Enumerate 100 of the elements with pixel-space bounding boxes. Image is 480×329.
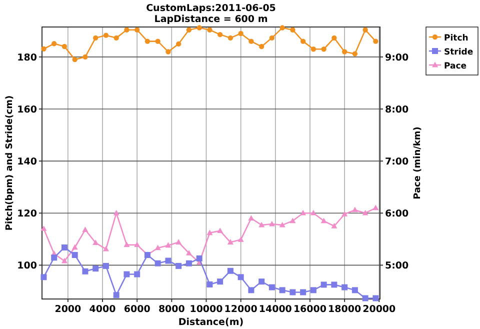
point <box>352 287 358 294</box>
point <box>176 262 182 269</box>
point <box>310 210 316 216</box>
point <box>352 206 358 212</box>
point <box>61 258 68 264</box>
point <box>320 282 327 288</box>
point <box>227 268 234 274</box>
point <box>321 46 326 52</box>
point <box>113 292 120 298</box>
x-tick-label: 10000 <box>190 304 224 315</box>
point <box>217 32 223 38</box>
point <box>207 27 212 32</box>
point <box>228 35 234 41</box>
point <box>310 46 316 52</box>
point <box>82 268 88 274</box>
chart-title: CustomLaps:2011-06-05 <box>146 3 276 14</box>
x-axis-title: Distance(m) <box>178 317 244 328</box>
y-tick-label: 120 <box>17 208 38 220</box>
point <box>258 278 265 285</box>
point <box>72 252 78 258</box>
point <box>62 44 68 50</box>
x-tick-label: 16000 <box>293 304 327 315</box>
point <box>269 35 275 41</box>
x-tick-label: 2000 <box>54 304 82 315</box>
point <box>166 49 171 54</box>
y2-tick-label: 5:00 <box>385 260 410 272</box>
point <box>238 274 244 280</box>
point <box>248 287 254 294</box>
point <box>196 255 202 262</box>
point <box>206 230 213 236</box>
y2-tick-label: 6:00 <box>385 208 410 220</box>
point <box>362 295 368 302</box>
point <box>40 226 47 231</box>
x-tick-label: 18000 <box>328 304 362 315</box>
point <box>155 38 160 44</box>
point <box>310 287 316 294</box>
point <box>41 46 46 52</box>
x-tick-label: 6000 <box>124 304 151 315</box>
point <box>268 284 275 290</box>
point <box>238 236 244 242</box>
y-axis-title: Pitch(bpm) and Stride(cm) <box>5 95 15 231</box>
point <box>258 44 264 50</box>
point <box>176 41 182 47</box>
y-tick-label: 160 <box>17 104 38 116</box>
y-tick-label: 180 <box>17 52 38 64</box>
point <box>165 242 172 248</box>
legend-label: Pace <box>444 62 467 72</box>
point <box>331 222 338 228</box>
x-tick-label: 14000 <box>258 304 292 315</box>
point <box>144 38 150 44</box>
point <box>102 262 109 269</box>
point <box>217 228 224 234</box>
x-tick-label: 12000 <box>224 304 258 315</box>
point <box>165 258 172 264</box>
x-tick-label: 20000 <box>362 304 396 315</box>
point <box>124 242 130 248</box>
point <box>124 271 130 278</box>
x-tick-label: 4000 <box>89 304 116 315</box>
y2-axis-title: Pace (min/km) <box>413 126 423 200</box>
point <box>52 41 57 46</box>
point <box>114 35 119 41</box>
point <box>332 35 337 41</box>
chart-subtitle: LapDistance = 600 m <box>154 14 268 25</box>
legend-label: Pitch <box>444 34 468 44</box>
point <box>186 260 192 266</box>
point <box>82 226 88 232</box>
point <box>300 289 306 296</box>
point <box>362 210 368 216</box>
point <box>92 266 99 272</box>
point <box>258 222 265 228</box>
point <box>373 38 378 44</box>
point <box>113 210 120 216</box>
point <box>134 27 140 32</box>
point <box>103 32 109 38</box>
point <box>320 218 327 224</box>
point <box>217 278 224 285</box>
y-tick-label: 100 <box>17 260 38 272</box>
point <box>51 254 58 261</box>
point <box>290 289 296 296</box>
legend-label: Stride <box>444 48 474 58</box>
point <box>72 56 78 62</box>
point <box>279 287 286 294</box>
point <box>92 35 98 41</box>
point <box>280 25 285 30</box>
point <box>290 218 296 224</box>
point <box>331 282 338 288</box>
point <box>342 210 348 216</box>
y2-tick-label: 9:00 <box>385 52 410 64</box>
point <box>300 210 306 216</box>
point <box>372 204 379 210</box>
point <box>176 239 182 244</box>
point <box>227 239 234 244</box>
point <box>352 51 358 56</box>
point <box>290 27 296 32</box>
point <box>372 295 379 302</box>
point <box>61 244 68 250</box>
point <box>300 38 306 44</box>
point <box>154 260 161 266</box>
point <box>279 222 286 228</box>
point <box>72 244 78 250</box>
